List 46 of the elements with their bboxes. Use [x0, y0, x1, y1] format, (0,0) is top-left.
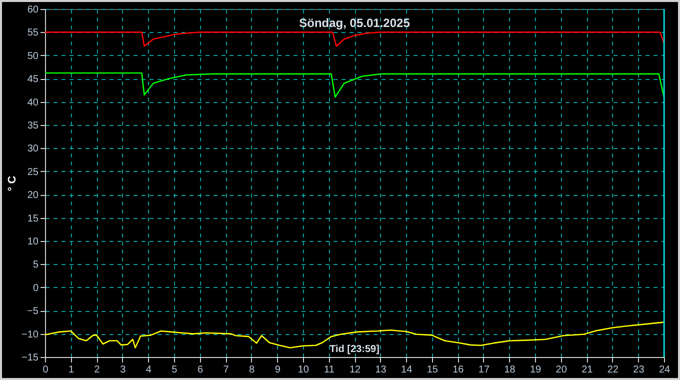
x-tick-label: 15: [426, 364, 438, 376]
x-tick-label: 14: [401, 364, 413, 376]
x-tick-label: 19: [530, 364, 542, 376]
x-tick-label: 3: [120, 364, 126, 376]
x-tick-label: 12: [349, 364, 361, 376]
y-tick-label: −5: [27, 306, 39, 318]
y-tick-label: 15: [27, 213, 39, 224]
y-tick-label: 60: [27, 4, 39, 16]
y-tick-label: 0: [32, 282, 39, 294]
x-tick-label: 2: [94, 364, 100, 376]
x-tick-label: 8: [249, 364, 256, 376]
y-tick-label: 5: [32, 260, 39, 271]
x-tick-label: 17: [478, 364, 490, 376]
x-tick-label: 6: [197, 364, 204, 376]
x-tick-label: 0: [42, 364, 49, 376]
annotation: Tid [23:59]: [330, 344, 380, 355]
y-tick-label: 10: [27, 236, 39, 248]
x-tick-label: 7: [223, 364, 230, 376]
line-series: [45, 72, 664, 98]
x-tick-label: 5: [172, 364, 178, 376]
line-series: [45, 32, 664, 47]
x-tick-label: 11: [324, 364, 335, 376]
y-tick-label: 25: [27, 166, 39, 178]
x-tick-label: 10: [298, 364, 310, 376]
x-tick-label: 1: [68, 364, 75, 376]
x-tick-label: 20: [556, 364, 568, 376]
y-tick-label: −15: [22, 352, 39, 364]
y-tick-label: 35: [27, 120, 39, 132]
y-tick-label: 55: [27, 28, 39, 39]
y-tick-label: 45: [27, 74, 39, 86]
y-tick-label: 40: [27, 97, 39, 108]
x-tick-label: 4: [146, 364, 152, 376]
x-tick-label: 9: [274, 364, 281, 376]
x-tick-label: 24: [658, 364, 670, 376]
x-tick-label: 16: [452, 364, 464, 376]
x-tick-label: 13: [375, 364, 387, 376]
x-tick-label: 23: [633, 364, 645, 376]
y-tick-label: 50: [27, 50, 39, 62]
x-tick-label: 18: [504, 364, 516, 376]
x-tick-label: 22: [607, 364, 619, 376]
y-tick-label: 20: [27, 190, 39, 202]
x-tick-label: 21: [582, 364, 594, 376]
y-axis-title: ° C: [6, 176, 19, 192]
y-tick-label: 30: [27, 144, 39, 155]
text: Söndag, 05.01.2025: [299, 16, 410, 30]
y-tick-label: −10: [22, 329, 39, 340]
